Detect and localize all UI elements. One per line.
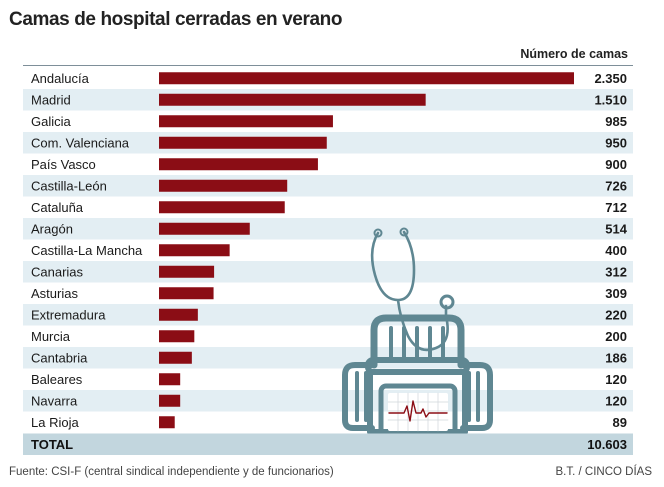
category-labels: Andalucía Madrid Galicia Com. Valenciana Paí… [31, 71, 143, 430]
category-label: Cataluña [31, 200, 84, 215]
value-label: 514 [605, 221, 627, 236]
category-label: Madrid [31, 92, 71, 107]
total-row: TOTAL 10.603 [23, 433, 633, 455]
value-label: 309 [605, 286, 627, 301]
category-label: Castilla-León [31, 178, 107, 193]
bar [159, 373, 181, 386]
hospital-bed-icon [342, 227, 493, 449]
category-label: Murcia [31, 329, 71, 344]
bar [159, 244, 230, 257]
value-label: 1.510 [594, 92, 627, 107]
category-label: Baleares [31, 372, 83, 387]
category-label: Andalucía [31, 71, 90, 86]
total-row-background [23, 433, 633, 455]
category-label: Cantabria [31, 350, 88, 365]
bar [159, 72, 574, 85]
credit-note: B.T. / CINCO DÍAS [555, 466, 653, 478]
row-background [23, 390, 633, 412]
stethoscope-chestpiece [439, 294, 455, 310]
category-label: Navarra [31, 393, 78, 408]
category-label: La Rioja [31, 415, 79, 430]
value-label: 120 [605, 372, 627, 387]
value-label: 120 [605, 393, 627, 408]
value-label: 726 [605, 178, 627, 193]
bar [159, 308, 198, 321]
value-label: 900 [605, 157, 627, 172]
bed-mattress [365, 357, 470, 375]
value-label: 186 [605, 350, 627, 365]
category-label: Castilla-La Mancha [31, 243, 143, 258]
stethoscope-earpiece [373, 228, 383, 238]
bar [159, 136, 327, 149]
value-label: 950 [605, 135, 627, 150]
source-note: Fuente: CSI-F (central sindical independ… [9, 466, 334, 478]
bed-base [367, 371, 468, 435]
row-background [23, 304, 633, 326]
value-label: 712 [605, 200, 627, 215]
bar [159, 115, 333, 128]
value-label: 200 [605, 329, 627, 344]
category-label: Com. Valenciana [31, 135, 130, 150]
category-label: País Vasco [31, 157, 96, 172]
value-label: 2.350 [594, 71, 627, 86]
category-label: Aragón [31, 221, 73, 236]
total-value: 10.603 [587, 437, 627, 452]
heartbeat-line [388, 400, 448, 422]
stethoscope-tube [370, 230, 449, 352]
row-background [23, 218, 633, 240]
bar [159, 93, 426, 106]
bar [159, 351, 192, 364]
value-label: 400 [605, 243, 627, 258]
value-label: 220 [605, 307, 627, 322]
bar [159, 394, 181, 407]
row-background [23, 261, 633, 283]
bar [159, 222, 250, 235]
value-labels: 2.350 1.510 985 950 900 726 712 514 400 312 309 220… [594, 71, 627, 430]
bar [159, 265, 215, 278]
bed-rail-left [342, 362, 375, 431]
category-label: Galicia [31, 114, 72, 129]
bar [159, 179, 288, 192]
value-label: 89 [613, 415, 627, 430]
header-divider [23, 65, 633, 66]
bar [159, 287, 214, 300]
chart-title: Camas de hospital cerradas en verano [9, 9, 343, 30]
bar [159, 201, 285, 214]
category-label: Asturias [31, 286, 78, 301]
value-label: 985 [605, 114, 627, 129]
bar [159, 158, 318, 171]
bed-headboard [370, 314, 465, 369]
bed-rail-right [460, 362, 493, 431]
stethoscope-earpiece [399, 227, 409, 237]
total-label: TOTAL [31, 437, 73, 452]
bars [159, 72, 574, 429]
bar [159, 330, 195, 343]
row-background [23, 347, 633, 369]
row-background [23, 175, 633, 197]
value-column-header: Número de camas [520, 47, 628, 61]
value-label: 312 [605, 264, 627, 279]
category-label: Extremadura [31, 307, 106, 322]
category-label: Canarias [31, 264, 84, 279]
bar [159, 416, 175, 429]
